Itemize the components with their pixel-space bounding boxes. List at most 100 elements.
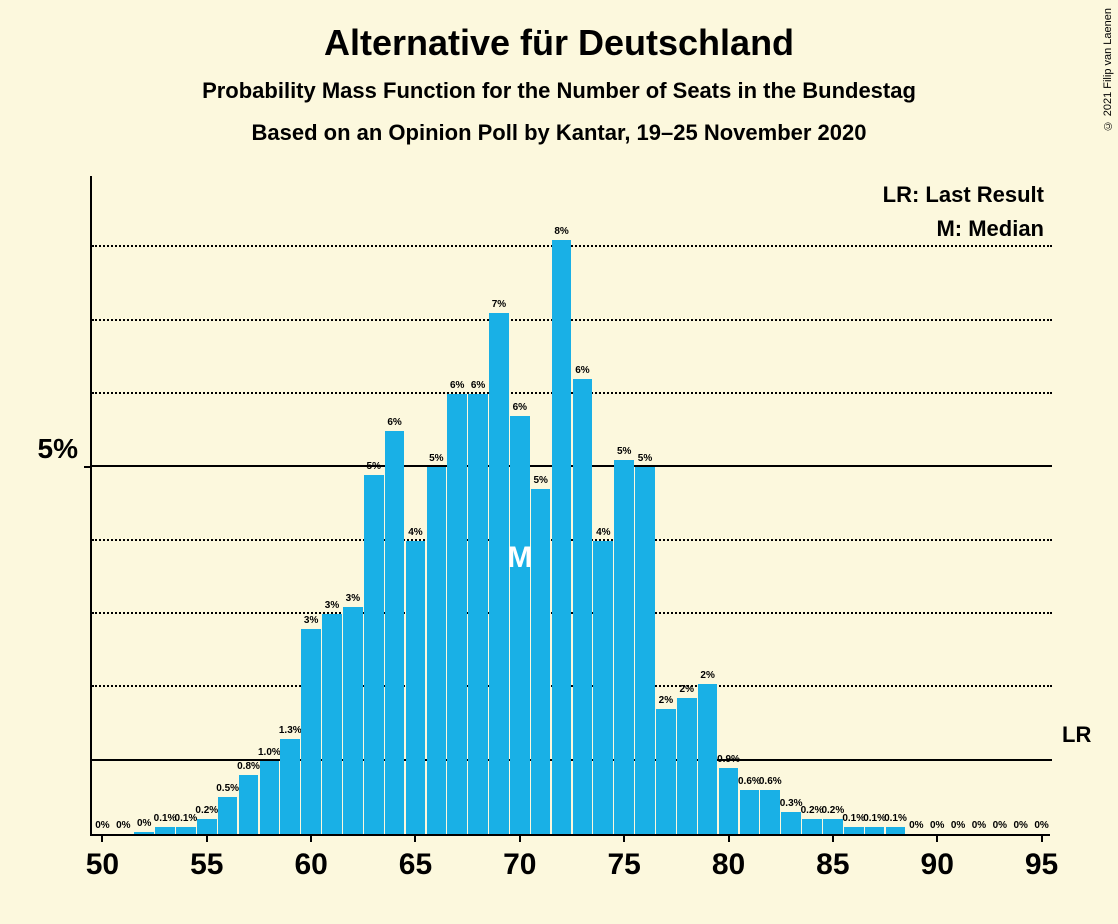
bar-value-label: 0.2% <box>821 805 844 816</box>
bar <box>740 790 760 834</box>
bar-value-label: 2% <box>680 684 694 695</box>
chart-subtitle-2: Based on an Opinion Poll by Kantar, 19–2… <box>0 120 1118 146</box>
bar-value-label: 0.1% <box>154 813 177 824</box>
x-tick-mark <box>1041 834 1043 842</box>
bar-value-label: 2% <box>659 695 673 706</box>
x-tick-label: 90 <box>921 848 954 882</box>
x-tick-mark <box>206 834 208 842</box>
bar-value-label: 0.1% <box>884 813 907 824</box>
bar <box>260 761 280 834</box>
bar-value-label: 0.5% <box>216 783 239 794</box>
bar <box>155 827 175 834</box>
chart-area: LR: Last Result M: Median 5%LR5055606570… <box>90 176 1050 836</box>
bar <box>802 819 822 834</box>
bar-value-label: 6% <box>471 380 485 391</box>
bar-value-label: 4% <box>408 527 422 538</box>
bar-value-label: 5% <box>367 461 381 472</box>
bar-value-label: 7% <box>492 299 506 310</box>
bar <box>197 819 217 834</box>
bar-value-label: 0.6% <box>759 776 782 787</box>
last-result-label: LR <box>1062 722 1091 748</box>
bar <box>844 827 864 834</box>
bar-value-label: 0% <box>909 820 923 831</box>
bar-value-label: 4% <box>596 527 610 538</box>
bar <box>301 629 321 834</box>
x-tick-label: 70 <box>503 848 536 882</box>
bar-value-label: 0.1% <box>175 813 198 824</box>
bar <box>760 790 780 834</box>
bar-value-label: 6% <box>575 365 589 376</box>
title-block: Alternative für Deutschland Probability … <box>0 0 1118 146</box>
gridline <box>92 319 1052 321</box>
bar-value-label: 0% <box>95 820 109 831</box>
median-marker: M <box>507 541 532 575</box>
legend-lr: LR: Last Result <box>883 182 1044 208</box>
bar <box>573 379 593 834</box>
legend-m: M: Median <box>936 216 1044 242</box>
bar <box>865 827 885 834</box>
x-tick-label: 85 <box>816 848 849 882</box>
bar-value-label: 6% <box>387 417 401 428</box>
bar <box>218 797 238 834</box>
bar <box>239 775 259 834</box>
bar <box>364 475 384 834</box>
bar-value-label: 2% <box>700 670 714 681</box>
bar-value-label: 0.9% <box>717 754 740 765</box>
x-tick-label: 65 <box>399 848 432 882</box>
bar <box>781 812 801 834</box>
bar <box>489 313 509 834</box>
bar-value-label: 0% <box>951 820 965 831</box>
x-tick-label: 95 <box>1025 848 1058 882</box>
bar <box>385 431 405 834</box>
bar-value-label: 8% <box>554 226 568 237</box>
bar <box>468 394 488 834</box>
x-tick-label: 55 <box>190 848 223 882</box>
x-tick-label: 50 <box>86 848 119 882</box>
bar <box>552 240 572 834</box>
chart-subtitle-1: Probability Mass Function for the Number… <box>0 78 1118 104</box>
bar-value-label: 0% <box>1013 820 1027 831</box>
x-tick-label: 80 <box>712 848 745 882</box>
bar-value-label: 0.1% <box>863 813 886 824</box>
bar-value-label: 5% <box>638 453 652 464</box>
bar <box>427 467 447 834</box>
x-tick-mark <box>101 834 103 842</box>
x-tick-mark <box>623 834 625 842</box>
bar <box>531 489 551 834</box>
bar-value-label: 5% <box>617 446 631 457</box>
bar <box>134 832 154 834</box>
bar <box>447 394 467 834</box>
x-tick-mark <box>832 834 834 842</box>
bar-value-label: 0.6% <box>738 776 761 787</box>
chart-title: Alternative für Deutschland <box>0 22 1118 64</box>
bar-value-label: 0% <box>116 820 130 831</box>
bar <box>698 684 718 834</box>
bar <box>280 739 300 834</box>
bar <box>677 698 697 834</box>
bar-value-label: 0.1% <box>842 813 865 824</box>
x-tick-mark <box>310 834 312 842</box>
x-tick-mark <box>936 834 938 842</box>
bar-value-label: 6% <box>513 402 527 413</box>
bar <box>656 709 676 834</box>
bar <box>886 827 906 834</box>
copyright-text: © 2021 Filip van Laenen <box>1102 8 1114 131</box>
bar <box>176 827 196 834</box>
y-tick-mark <box>84 466 92 468</box>
bar <box>719 768 739 834</box>
bar-value-label: 5% <box>429 453 443 464</box>
bar-value-label: 3% <box>346 593 360 604</box>
bar-value-label: 0% <box>930 820 944 831</box>
bar <box>510 416 530 834</box>
bar <box>593 541 613 834</box>
bar-value-label: 0.8% <box>237 761 260 772</box>
x-tick-mark <box>519 834 521 842</box>
bar-value-label: 0% <box>1034 820 1048 831</box>
bar <box>406 541 426 834</box>
x-tick-label: 75 <box>607 848 640 882</box>
bar <box>823 819 843 834</box>
bar-value-label: 0% <box>972 820 986 831</box>
bar-value-label: 0.3% <box>780 798 803 809</box>
y-tick-label: 5% <box>18 433 78 465</box>
bar <box>322 614 342 834</box>
